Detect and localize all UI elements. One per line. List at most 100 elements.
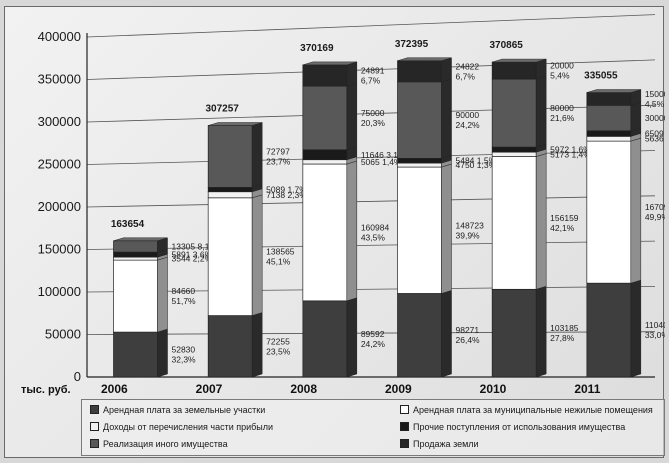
bar-segment-side: [251, 312, 263, 378]
bar-segment-side: [441, 57, 452, 83]
legend-label-1: Арендная плата за муниципальные нежилые …: [413, 405, 653, 415]
data-label: 103185: [550, 323, 579, 333]
bar-segment: [302, 64, 348, 87]
bar-segment-side: [630, 137, 642, 284]
data-label: 49,9%: [645, 212, 665, 222]
data-label: 6509 1,9%: [645, 129, 665, 139]
data-label: 72255: [266, 336, 290, 346]
bar-segment-side: [251, 122, 263, 188]
data-label: 20000: [550, 61, 574, 71]
bar-segment: [397, 158, 442, 164]
total-label: 372395: [395, 39, 429, 50]
legend-swatch-4: [90, 439, 99, 448]
data-label: 5891 3,6%: [172, 250, 213, 260]
total-label: 307257: [205, 104, 239, 115]
legend-label-5: Продажа земли: [413, 439, 479, 449]
data-label: 21,6%: [550, 113, 575, 123]
total-label: 370169: [300, 43, 334, 54]
data-label: 27,8%: [550, 333, 575, 343]
data-label: 160984: [361, 222, 390, 232]
bar-segment: [113, 240, 158, 253]
bar-segment-side: [346, 61, 358, 87]
x-tick-label: 2009: [385, 382, 412, 396]
legend-item-3: Прочие поступления от использования имущ…: [400, 422, 625, 432]
data-label: 26,4%: [456, 335, 481, 345]
legend-label-0: Арендная плата за земельные участки: [103, 405, 266, 415]
legend-item-5: Продажа земли: [400, 439, 479, 449]
bar-segment-side: [441, 163, 452, 294]
bar-segment: [586, 140, 632, 284]
data-label: 5065 1,4%: [361, 157, 402, 167]
bar-segment-side: [346, 82, 358, 151]
bar-top: [397, 57, 452, 62]
bar-segment: [491, 78, 537, 148]
x-tick-label: 2011: [574, 382, 600, 396]
legend-label-2: Доходы от перечисления части прибыли: [103, 422, 274, 432]
bar-segment: [491, 288, 537, 378]
legend-item-4: Реализация иного имущества: [90, 439, 228, 449]
data-label: 32,3%: [172, 355, 197, 365]
data-label: 13305 8,1%: [172, 241, 218, 251]
bar-segment-side: [346, 160, 358, 302]
stacked-bar-chart: 0 50000 100000 150000 200000 250000 300000 3500…: [21, 14, 665, 396]
bar-segment: [491, 156, 537, 290]
data-label: 5173 1,4%: [550, 149, 591, 159]
gridline: [86, 59, 656, 80]
gridline: [86, 14, 656, 38]
unit-label: тыс. руб.: [21, 384, 71, 396]
y-tick-label: 200000: [38, 199, 81, 214]
data-label: 5484 1,5%: [456, 156, 497, 166]
bar-segment: [302, 163, 348, 302]
bar-top: [302, 61, 357, 66]
gridline: [86, 150, 656, 165]
bar-segment: [113, 256, 158, 261]
data-label: 43,5%: [361, 232, 386, 242]
gridline: [86, 104, 656, 123]
data-label: 75000: [361, 108, 385, 118]
y-tick-label: 0: [74, 369, 81, 384]
y-tick-label: 50000: [45, 327, 81, 342]
data-label: 24891: [361, 65, 385, 75]
bar-segment: [113, 251, 158, 258]
legend-label-4: Реализация иного имущества: [103, 439, 228, 449]
data-label: 5,4%: [550, 71, 570, 81]
bar-segment: [207, 187, 253, 193]
data-label: 11646 3,1%: [361, 150, 406, 160]
data-label: 5972 1,6%: [550, 145, 591, 155]
x-tick-label: 2007: [196, 382, 223, 396]
data-label: 4,5%: [645, 99, 665, 109]
total-label: 163654: [111, 219, 145, 230]
bar-segment-side: [157, 328, 168, 378]
bar-segment: [491, 146, 537, 153]
bar-segment: [397, 60, 442, 83]
data-label: 156159: [550, 213, 579, 223]
gridline: [86, 240, 656, 250]
bar-segment-side: [630, 101, 642, 132]
data-label: 42,1%: [550, 223, 575, 233]
bar-segment: [113, 331, 158, 378]
legend: Арендная плата за земельные участки Арен…: [81, 399, 665, 456]
legend-swatch-0: [90, 405, 99, 414]
data-label: 98271: [456, 325, 480, 335]
data-label: 23,7%: [266, 156, 291, 166]
bar-segment: [397, 81, 442, 159]
legend-swatch-2: [90, 422, 99, 431]
bar-segment: [586, 104, 632, 132]
data-label: 3544 2,2%: [172, 254, 213, 264]
bar-segment-side: [535, 58, 547, 80]
x-tick-label: 2010: [480, 382, 507, 396]
data-label: 5089 1,7%: [266, 185, 307, 195]
y-tick-label: 350000: [38, 72, 81, 87]
data-label: 80000: [550, 103, 574, 113]
data-label: 45,1%: [266, 257, 291, 267]
bar-segment: [586, 282, 632, 378]
bar-segment-side: [535, 153, 547, 290]
legend-item-2: Доходы от перечисления части прибыли: [90, 422, 273, 432]
data-label: 24,2%: [456, 120, 481, 130]
data-label: 15000: [645, 89, 665, 99]
bar-segment-side: [535, 285, 547, 378]
data-label: 72797: [266, 146, 290, 156]
bar-top: [586, 89, 641, 93]
gridline: [86, 286, 656, 293]
data-label: 52830: [172, 345, 196, 355]
